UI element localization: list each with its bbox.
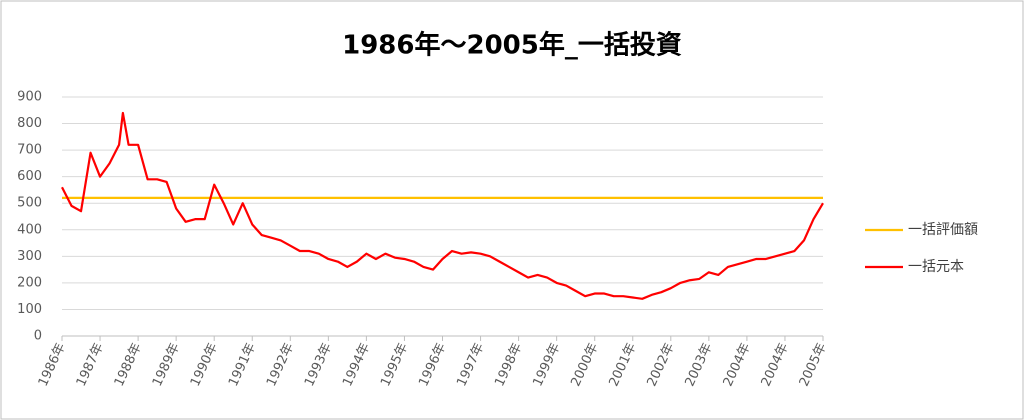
y-tick-label: 500 — [17, 196, 42, 211]
line-series — [61, 111, 824, 300]
chart-title: 1986年～2005年_一括投資 — [342, 30, 682, 61]
y-tick-label: 800 — [17, 116, 42, 131]
y-tick-label: 300 — [17, 249, 42, 264]
y-tick-label: 200 — [17, 275, 42, 290]
y-tick-label: 100 — [17, 302, 42, 317]
y-tick-label: 700 — [17, 143, 42, 158]
y-tick-label: 600 — [17, 169, 42, 184]
y-tick-label: 400 — [17, 222, 42, 237]
legend-label: 一括元本 — [908, 259, 964, 275]
legend-label: 一括評価額 — [908, 222, 978, 238]
y-tick-label: 900 — [17, 90, 42, 105]
y-tick-label: 0 — [34, 329, 42, 344]
